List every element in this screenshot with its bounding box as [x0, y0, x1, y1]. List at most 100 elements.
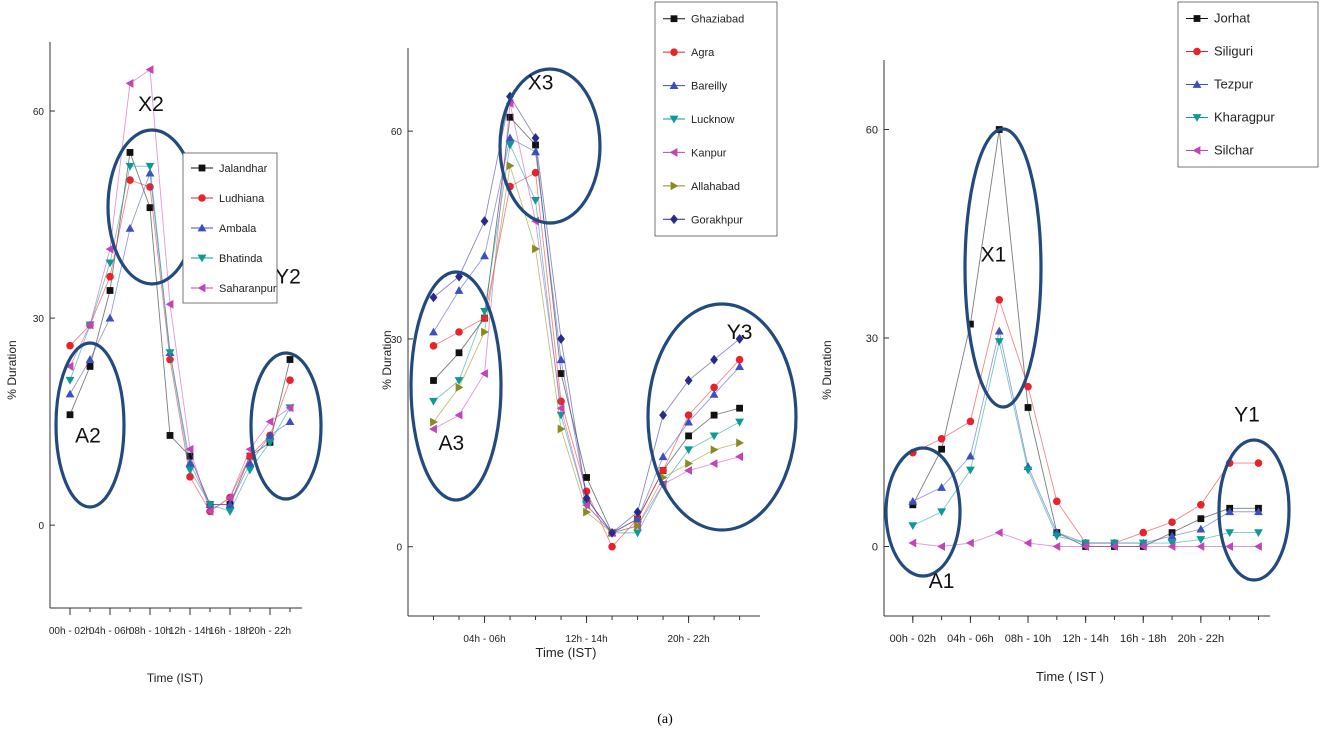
- data-point: [245, 458, 255, 467]
- data-point: [146, 204, 154, 212]
- data-point: [532, 141, 539, 149]
- data-point: [1139, 528, 1148, 537]
- series-line: [912, 129, 1259, 547]
- data-point: [994, 338, 1004, 346]
- data-point: [65, 376, 75, 385]
- series-jorhat: [909, 126, 1262, 550]
- annotation-label: Y3: [727, 321, 753, 344]
- data-point: [1225, 507, 1235, 516]
- data-point: [1081, 542, 1090, 551]
- series-line: [912, 330, 1259, 544]
- legend-marker: [1193, 15, 1201, 22]
- data-point: [429, 327, 438, 336]
- data-point: [1225, 542, 1234, 551]
- data-point: [481, 327, 489, 337]
- data-point: [85, 355, 95, 363]
- legend-marker: [198, 194, 206, 202]
- legend-marker: [669, 115, 679, 124]
- y-tick-label: 0: [872, 542, 878, 554]
- legend-entry-bareilly: Bareilly: [691, 81, 728, 93]
- data-point: [709, 432, 719, 441]
- highlight-ellipse: [249, 351, 323, 501]
- data-point: [1053, 497, 1061, 506]
- legend-marker: [670, 214, 678, 225]
- x-tick-label: 20h - 22h: [1178, 633, 1224, 645]
- highlight-ellipse: [963, 127, 1043, 409]
- x-tick-label: 12h - 14h: [565, 634, 607, 645]
- data-point: [186, 473, 194, 481]
- data-point: [1167, 531, 1177, 540]
- data-point: [105, 313, 115, 322]
- series-gorakhpur: [429, 91, 744, 538]
- data-point: [1024, 404, 1032, 411]
- data-point: [1197, 515, 1205, 523]
- data-point: [66, 411, 74, 419]
- data-point: [286, 376, 294, 385]
- legend-marker: [670, 48, 678, 56]
- data-point: [1196, 536, 1206, 544]
- legend-entry-tezpur: Tezpur: [1214, 77, 1254, 92]
- data-point: [710, 383, 718, 392]
- data-point: [1138, 542, 1147, 551]
- data-point: [1110, 539, 1119, 548]
- x-tick-label: 00h - 02h: [890, 633, 936, 645]
- data-point: [967, 320, 974, 328]
- data-point: [225, 507, 235, 516]
- data-point: [531, 147, 540, 156]
- data-point: [429, 342, 438, 350]
- y-tick-label: 60: [391, 127, 403, 138]
- data-point: [735, 334, 744, 344]
- data-point: [685, 459, 693, 469]
- legend-entry-jalandhar: Jalandhar: [219, 163, 268, 175]
- data-point: [710, 445, 719, 455]
- x-tick-label: 04h - 06h: [947, 633, 993, 645]
- data-point: [166, 432, 174, 439]
- data-point: [285, 417, 295, 426]
- data-point: [126, 176, 134, 184]
- data-point: [1052, 542, 1061, 551]
- data-point: [265, 438, 275, 447]
- data-point: [532, 244, 540, 254]
- x-tick-label: 00h - 02h: [49, 626, 91, 637]
- highlight-ellipse: [409, 270, 503, 502]
- chart-panel-middle: 0 30 60 04h - 06h 12h - 14h 20h - 22h Time (IS…: [380, 1, 798, 660]
- legend-entry-ghaziabad: Ghaziabad: [691, 14, 744, 26]
- data-point: [429, 424, 437, 434]
- data-point: [506, 113, 514, 121]
- data-point: [455, 383, 464, 392]
- data-point: [505, 141, 515, 150]
- data-point: [684, 411, 693, 419]
- legend-marker: [1192, 146, 1201, 155]
- data-point: [480, 307, 489, 316]
- data-point: [684, 417, 693, 426]
- data-point: [908, 538, 917, 548]
- annotation-label: A3: [439, 432, 465, 455]
- data-point: [66, 341, 74, 350]
- legend-entry-agra: Agra: [691, 47, 715, 59]
- x-tick-label: 16h - 18h: [1120, 633, 1166, 645]
- data-point: [557, 397, 565, 406]
- data-point: [608, 527, 616, 538]
- data-point: [1110, 542, 1118, 551]
- y-tick-label: 30: [866, 333, 878, 345]
- data-point: [185, 458, 195, 467]
- data-point: [582, 500, 590, 510]
- data-point: [1167, 539, 1177, 548]
- highlight-ellipse: [498, 67, 602, 225]
- data-point: [125, 79, 134, 88]
- data-point: [735, 355, 744, 364]
- data-point: [634, 521, 642, 531]
- data-point: [736, 438, 744, 448]
- legend-marker: [670, 181, 679, 191]
- legend-entry-ludhiana: Ludhiana: [219, 193, 265, 205]
- data-point: [205, 506, 214, 516]
- highlight-ellipse: [646, 302, 798, 532]
- data-point: [994, 326, 1004, 335]
- series-line: [912, 298, 1259, 544]
- data-point: [736, 404, 743, 412]
- y-tick-label: 60: [866, 125, 878, 137]
- data-point: [429, 397, 438, 406]
- legend-entry-saharanpur: Saharanpur: [219, 283, 277, 295]
- data-point: [966, 538, 974, 548]
